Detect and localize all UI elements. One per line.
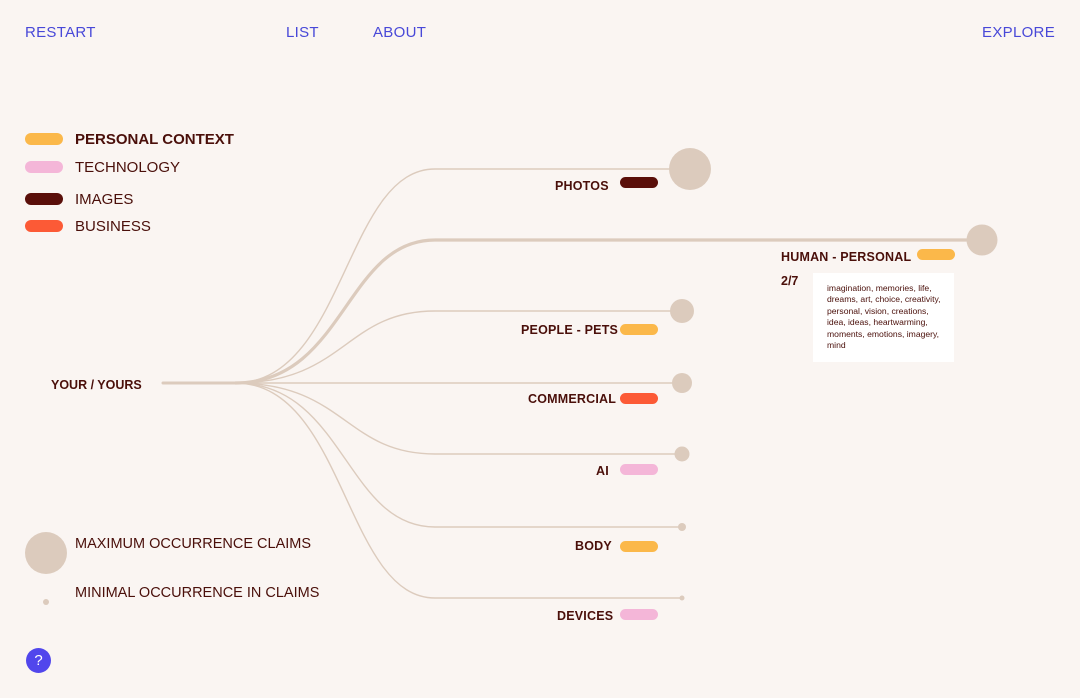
link-people-pets: [234, 310, 682, 384]
link-devices: [234, 382, 682, 599]
legend-label: TECHNOLOGY: [75, 158, 181, 176]
question-mark-icon: ?: [34, 652, 43, 669]
node-circle-commercial[interactable]: [672, 373, 692, 393]
legend-item-business[interactable]: BUSINESS: [25, 216, 151, 236]
legend-swatch-technology: [25, 161, 63, 173]
node-category-pill-body: [620, 541, 658, 552]
node-circle-devices[interactable]: [679, 595, 685, 601]
legend-label: PERSONAL CONTEXT: [75, 130, 234, 148]
restart-link[interactable]: RESTART: [25, 24, 96, 41]
node-circle-photos[interactable]: [669, 148, 711, 190]
list-link[interactable]: LIST: [286, 24, 319, 41]
link-human-personal: [234, 238, 982, 385]
min-size-legend-circle: [43, 599, 49, 605]
link-body: [234, 382, 682, 528]
node-label-commercial[interactable]: COMMERCIAL: [528, 392, 617, 406]
max-occurrence-label: MAXIMUM OCCURRENCE CLAIMS: [75, 536, 312, 552]
node-label-human-personal[interactable]: HUMAN - PERSONAL: [781, 250, 912, 264]
node-category-pill-commercial: [620, 393, 658, 404]
explore-link[interactable]: EXPLORE: [982, 24, 1055, 41]
min-occurrence-label: MINIMAL OCCURRENCE IN CLAIMS: [75, 585, 320, 601]
node-circle-ai[interactable]: [674, 446, 690, 462]
max-size-legend-circle: [25, 532, 67, 574]
selected-node-count: 2/7: [781, 274, 799, 288]
node-circle-body[interactable]: [678, 523, 686, 531]
legend-swatch-business: [25, 220, 63, 232]
link-photos: [234, 168, 690, 384]
keywords-text: imagination, memories, life, dreams, art…: [827, 283, 941, 351]
node-category-pill-people-pets: [620, 324, 658, 335]
node-label-ai[interactable]: AI: [596, 464, 609, 478]
node-label-people-pets[interactable]: PEOPLE - PETS: [521, 323, 619, 337]
node-circle-human-personal[interactable]: [966, 224, 998, 256]
node-category-pill-devices: [620, 609, 658, 620]
legend-swatch-personal-context: [25, 133, 63, 145]
legend-label: IMAGES: [75, 190, 134, 208]
legend-item-technology[interactable]: TECHNOLOGY: [25, 157, 180, 177]
keywords-tooltip: imagination, memories, life, dreams, art…: [813, 273, 954, 362]
node-category-pill-photos: [620, 177, 658, 188]
node-category-pill-ai: [620, 464, 658, 475]
legend-item-images[interactable]: IMAGES: [25, 189, 133, 209]
node-category-pill-human-personal: [917, 249, 955, 260]
node-circle-people-pets[interactable]: [670, 299, 694, 323]
link-ai: [234, 382, 682, 455]
help-button[interactable]: ?: [26, 648, 51, 673]
node-label-photos[interactable]: PHOTOS: [555, 179, 609, 193]
legend-item-personal-context[interactable]: PERSONAL CONTEXT: [25, 129, 234, 149]
root-node-label: YOUR / YOURS: [51, 378, 142, 392]
legend-label: BUSINESS: [75, 217, 151, 235]
node-label-body[interactable]: BODY: [575, 539, 612, 553]
legend-swatch-images: [25, 193, 63, 205]
about-link[interactable]: ABOUT: [373, 24, 427, 41]
node-label-devices[interactable]: DEVICES: [557, 609, 614, 623]
